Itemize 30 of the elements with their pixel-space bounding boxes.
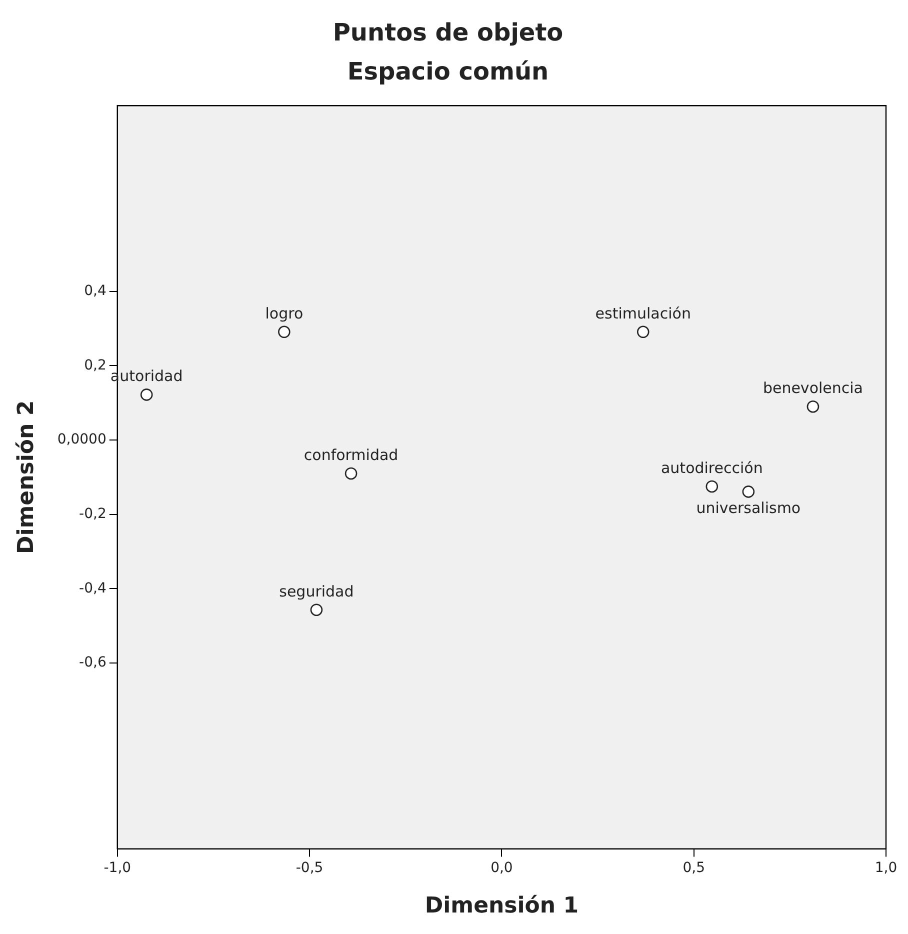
- x-tick-label: -1,0: [104, 860, 132, 876]
- annotation: autodirección: [660, 458, 763, 477]
- y-tick-label: 0,0000: [57, 432, 106, 448]
- point: [310, 604, 323, 616]
- annotation: seguridad: [279, 582, 354, 600]
- annotation: estimulación: [595, 304, 691, 322]
- annotation: conformidad: [304, 446, 398, 464]
- x-axis-title: Dimensión 1: [424, 894, 579, 919]
- point: [806, 400, 820, 413]
- chart-title: Puntos de objeto: [332, 18, 564, 47]
- y-tick-label: 0,2: [84, 357, 106, 374]
- x-tick-label: 0,0: [490, 860, 513, 876]
- y-axis-title: Dimensión 2: [14, 400, 39, 554]
- point: [140, 388, 153, 401]
- point: [344, 467, 358, 480]
- point: [278, 326, 290, 338]
- annotation: logro: [265, 304, 304, 322]
- y-tick-label: 0,4: [84, 283, 106, 300]
- y-tick-label: -0,2: [79, 506, 106, 522]
- point: [742, 486, 755, 498]
- y-tick-label: -0,6: [79, 654, 106, 671]
- y-tick-label: -0,4: [79, 580, 106, 596]
- x-tick-label: -0,5: [296, 860, 324, 876]
- annotation: universalismo: [696, 499, 801, 518]
- chart-subtitle: Espacio común: [347, 57, 549, 86]
- x-tick-label: 1,0: [874, 860, 898, 876]
- point: [636, 326, 650, 338]
- annotation: benevolencia: [762, 378, 864, 397]
- x-tick-label: 0,5: [682, 860, 705, 876]
- point: [706, 480, 718, 493]
